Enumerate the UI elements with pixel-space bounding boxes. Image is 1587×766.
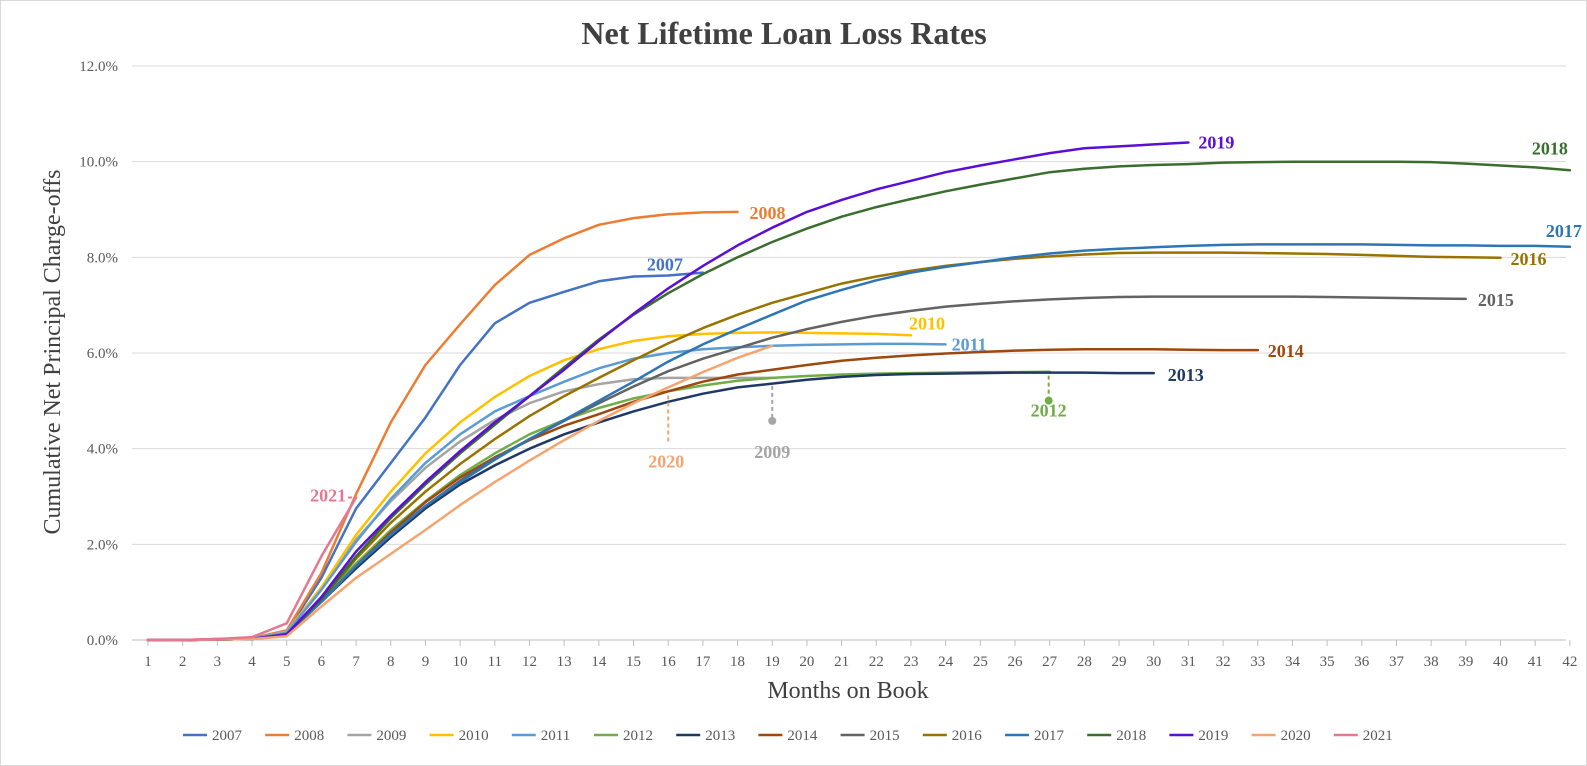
callout-dot-2012 (1044, 396, 1053, 405)
legend-label-2010: 2010 (459, 728, 489, 744)
callout-label-2020: 2020 (648, 451, 684, 471)
x-tick-label: 42 (1562, 654, 1577, 670)
x-tick-label: 25 (973, 654, 988, 670)
x-tick-label: 21 (834, 654, 849, 670)
y-tick-label: 6.0% (87, 346, 118, 362)
callout-label-2008: 2008 (750, 203, 786, 223)
x-tick-label: 7 (352, 654, 360, 670)
legend-label-2007: 2007 (212, 728, 243, 744)
callout-dot-2009 (768, 416, 777, 425)
x-tick-label: 28 (1077, 654, 1092, 670)
series-line-2018 (146, 160, 1572, 642)
x-tick-label: 41 (1528, 654, 1543, 670)
y-tick-label: 12.0% (79, 59, 118, 75)
callout-label-2014: 2014 (1268, 341, 1304, 361)
x-tick-label: 32 (1216, 654, 1231, 670)
x-tick-label: 5 (283, 654, 291, 670)
legend-label-2015: 2015 (870, 728, 900, 744)
x-tick-label: 12 (522, 654, 537, 670)
x-tick-label: 15 (626, 654, 641, 670)
legend-label-2008: 2008 (294, 728, 324, 744)
callout-label-2012: 2012 (1031, 401, 1067, 421)
x-tick-label: 2 (179, 654, 187, 670)
y-tick-label: 2.0% (87, 537, 118, 553)
x-tick-label: 16 (661, 654, 677, 670)
callout-label-2009: 2009 (754, 442, 790, 462)
callout-label-2019: 2019 (1198, 133, 1234, 153)
x-tick-label: 39 (1458, 654, 1473, 670)
callout-label-2010: 2010 (909, 313, 945, 333)
x-tick-label: 23 (903, 654, 918, 670)
legend-label-2019: 2019 (1198, 728, 1228, 744)
callout-label-2007: 2007 (647, 255, 683, 275)
x-tick-label: 27 (1042, 654, 1058, 670)
y-tick-label: 4.0% (87, 442, 118, 458)
legend-label-2017: 2017 (1034, 728, 1065, 744)
x-tick-label: 3 (214, 654, 222, 670)
legend-label-2012: 2012 (623, 728, 653, 744)
x-tick-label: 29 (1112, 654, 1127, 670)
callout-label-2016: 2016 (1511, 249, 1547, 269)
x-tick-label: 11 (488, 654, 502, 670)
x-tick-label: 40 (1493, 654, 1508, 670)
legend: 2007 2008 2009 2010 2011 2012 2013 2014 2015 2016… (183, 728, 1393, 744)
x-tick-label: 33 (1250, 654, 1265, 670)
legend-label-2011: 2011 (541, 728, 570, 744)
x-axis-ticks: 1 2 3 4 5 6 7 8 9 10 11 12 13 14 15 16 17 18 19 20 21 22 23 24 2… (144, 640, 1577, 670)
x-tick-label: 10 (453, 654, 468, 670)
x-tick-label: 24 (938, 654, 954, 670)
series-callouts: 2007 2008 2009 2010 2011 2012 2013 2014 2015 2016… (310, 133, 1582, 506)
x-tick-label: 35 (1320, 654, 1335, 670)
y-axis-title: Cumulative Net Principal Charge-offs (40, 169, 66, 534)
x-tick-label: 19 (765, 654, 780, 670)
legend-label-2020: 2020 (1281, 728, 1311, 744)
legend-label-2016: 2016 (952, 728, 983, 744)
callout-label-2013: 2013 (1168, 365, 1204, 385)
chart-title: Net Lifetime Loan Loss Rates (581, 15, 986, 51)
series-line-2016 (146, 251, 1502, 642)
callout-label-2021: 2021 (310, 485, 346, 505)
x-tick-label: 36 (1354, 654, 1370, 670)
x-tick-label: 17 (695, 654, 711, 670)
x-tick-label: 22 (869, 654, 884, 670)
legend-label-2018: 2018 (1116, 728, 1146, 744)
callout-label-2011: 2011 (952, 334, 987, 354)
y-tick-label: 0.0% (87, 633, 118, 649)
legend-label-2013: 2013 (705, 728, 735, 744)
x-tick-label: 1 (144, 654, 152, 670)
x-tick-label: 37 (1389, 654, 1405, 670)
series-line-2011 (146, 342, 947, 642)
series-line-2020 (146, 344, 774, 642)
x-tick-label: 34 (1285, 654, 1301, 670)
callout-label-2018: 2018 (1532, 138, 1568, 158)
callout-label-2017: 2017 (1546, 221, 1582, 241)
series-line-2017 (146, 243, 1572, 642)
x-tick-label: 30 (1146, 654, 1161, 670)
y-tick-label: 8.0% (87, 250, 118, 266)
legend-label-2014: 2014 (787, 728, 818, 744)
x-tick-label: 26 (1008, 654, 1024, 670)
series-line-2021 (146, 496, 358, 642)
x-tick-label: 4 (248, 654, 256, 670)
y-tick-label: 10.0% (79, 155, 118, 171)
series-line-2019 (146, 141, 1190, 642)
legend-label-2021: 2021 (1363, 728, 1393, 744)
callout-label-2015: 2015 (1478, 290, 1514, 310)
legend-label-2009: 2009 (376, 728, 406, 744)
x-tick-label: 9 (422, 654, 430, 670)
x-tick-label: 13 (557, 654, 572, 670)
x-tick-label: 20 (799, 654, 814, 670)
x-tick-label: 18 (730, 654, 745, 670)
x-tick-label: 6 (318, 654, 326, 670)
y-axis-ticks: 0.0% 2.0% 4.0% 6.0% 8.0% 10.0% 12.0% (79, 59, 118, 649)
x-tick-label: 38 (1424, 654, 1439, 670)
series-lines (146, 141, 1572, 642)
x-axis-title: Months on Book (767, 678, 928, 704)
x-tick-label: 31 (1181, 654, 1196, 670)
x-tick-label: 14 (591, 654, 607, 670)
x-tick-label: 8 (387, 654, 395, 670)
